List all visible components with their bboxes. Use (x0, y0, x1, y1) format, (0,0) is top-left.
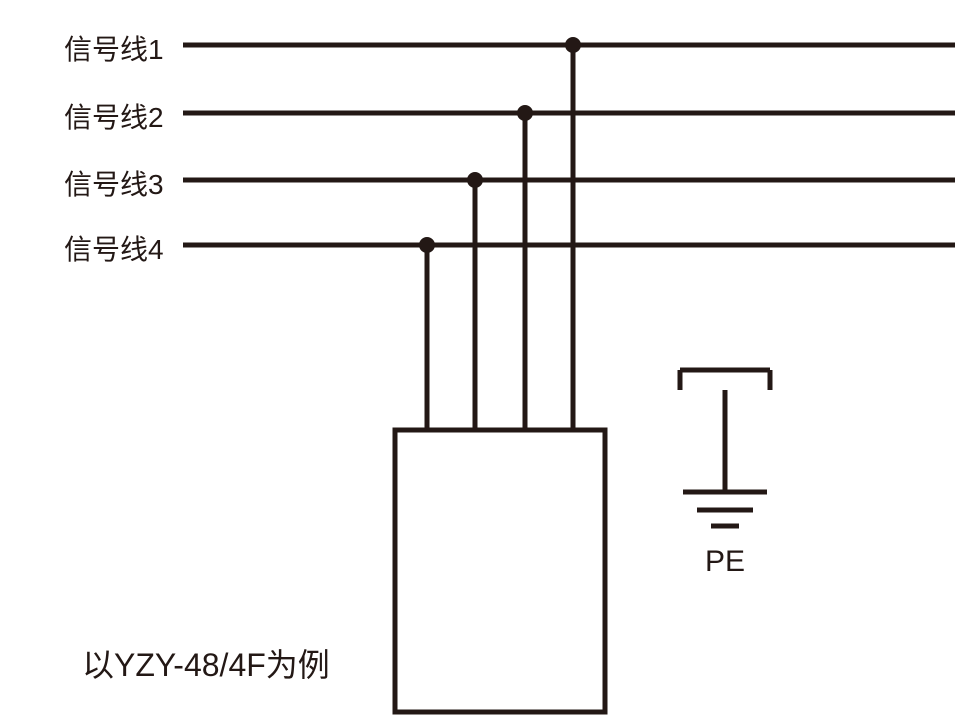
signal-line-3-label: 信号线3 (64, 163, 164, 203)
signal-line-2-label: 信号线2 (64, 96, 164, 136)
signal-line-1-label: 信号线1 (64, 28, 164, 68)
signal-line-4-label: 信号线4 (64, 228, 164, 268)
diagram-canvas: 信号线1 信号线2 信号线3 信号线4 PE 以YZY-48/4F为例 (0, 0, 973, 726)
example-caption: 以YZY-48/4F为例 (82, 640, 330, 686)
pe-label: PE (705, 545, 745, 579)
